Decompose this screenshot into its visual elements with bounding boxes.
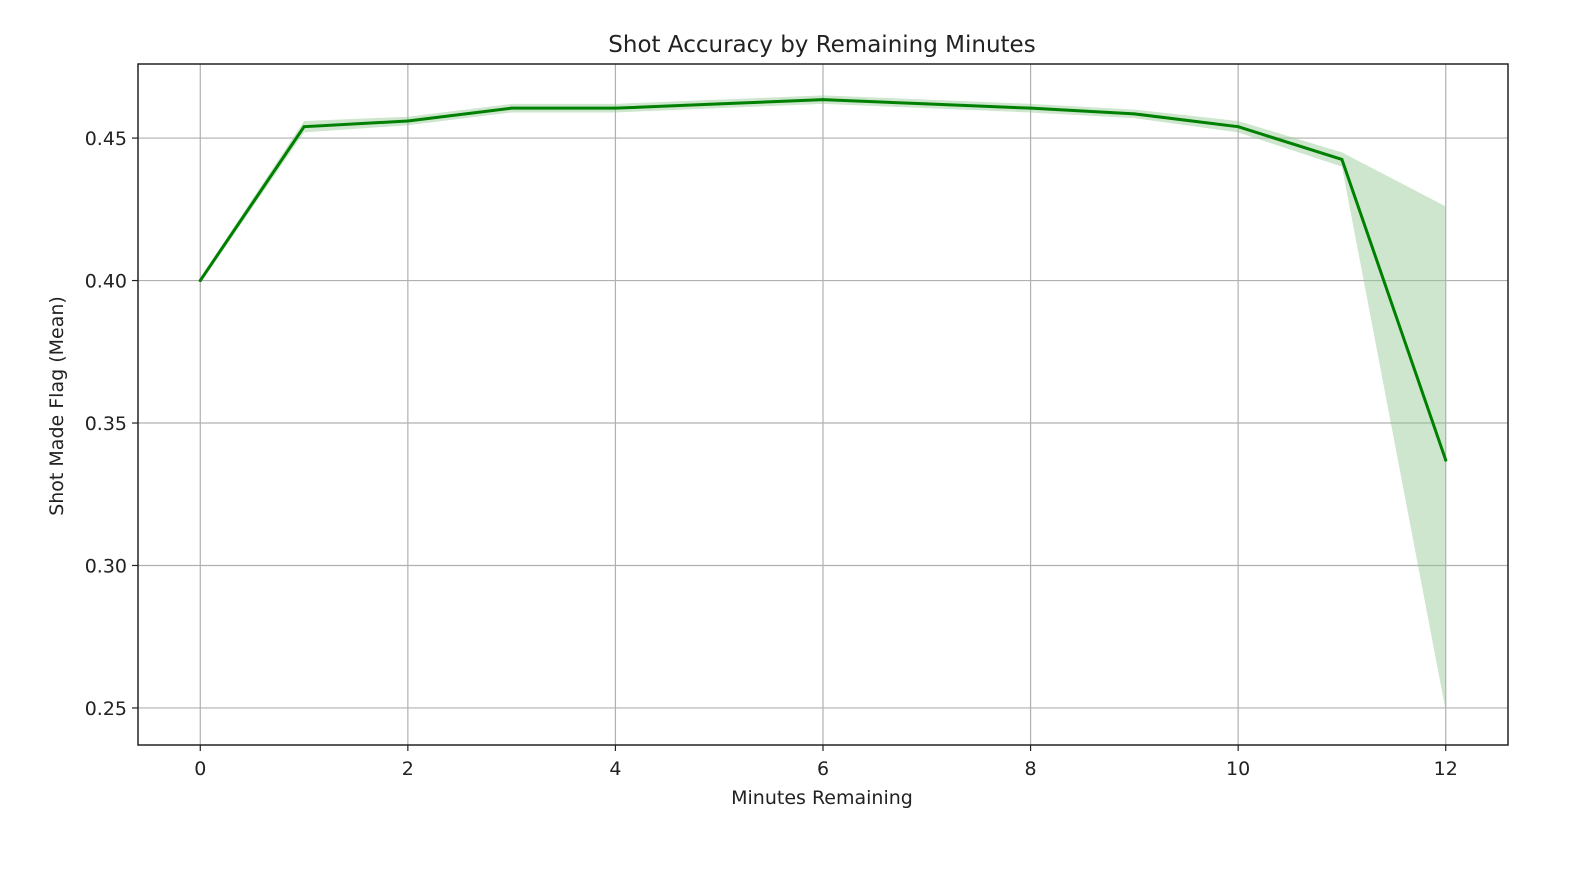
grid-lines bbox=[138, 64, 1508, 745]
confidence-band-layer bbox=[200, 95, 1446, 711]
x-tick-label: 2 bbox=[402, 758, 414, 780]
x-tick-label: 10 bbox=[1226, 758, 1250, 780]
data-point bbox=[302, 125, 306, 129]
y-tick-label: 0.35 bbox=[85, 413, 127, 435]
axis-ticks: 0 2 4 6 8 10 12 0.25 0.30 0.35 0.40 0.45 bbox=[85, 128, 1458, 780]
x-tick-label: 8 bbox=[1025, 758, 1037, 780]
x-tick-label: 0 bbox=[194, 758, 206, 780]
data-point bbox=[1444, 458, 1448, 462]
y-tick-label: 0.25 bbox=[85, 698, 127, 720]
y-tick-label: 0.40 bbox=[85, 271, 127, 293]
data-point bbox=[510, 106, 514, 110]
data-point bbox=[1132, 112, 1136, 116]
data-point bbox=[717, 102, 721, 106]
data-point bbox=[925, 102, 929, 106]
series-line-layer bbox=[198, 98, 1448, 462]
data-point bbox=[198, 279, 202, 283]
chart-title: Shot Accuracy by Remaining Minutes bbox=[608, 32, 1035, 58]
x-tick-label: 4 bbox=[609, 758, 621, 780]
data-point bbox=[1236, 125, 1240, 129]
data-point bbox=[406, 119, 410, 123]
data-point bbox=[1029, 106, 1033, 110]
x-tick-label: 12 bbox=[1434, 758, 1458, 780]
y-tick-label: 0.30 bbox=[85, 555, 127, 577]
data-point bbox=[821, 98, 825, 102]
plot-frame bbox=[137, 63, 1509, 746]
x-tick-label: 6 bbox=[817, 758, 829, 780]
confidence-band bbox=[200, 95, 1446, 711]
data-point bbox=[1340, 157, 1344, 161]
data-point bbox=[613, 106, 617, 110]
y-axis-label: Shot Made Flag (Mean) bbox=[46, 296, 68, 516]
x-axis-label: Minutes Remaining bbox=[731, 787, 913, 809]
y-tick-label: 0.45 bbox=[85, 128, 127, 150]
